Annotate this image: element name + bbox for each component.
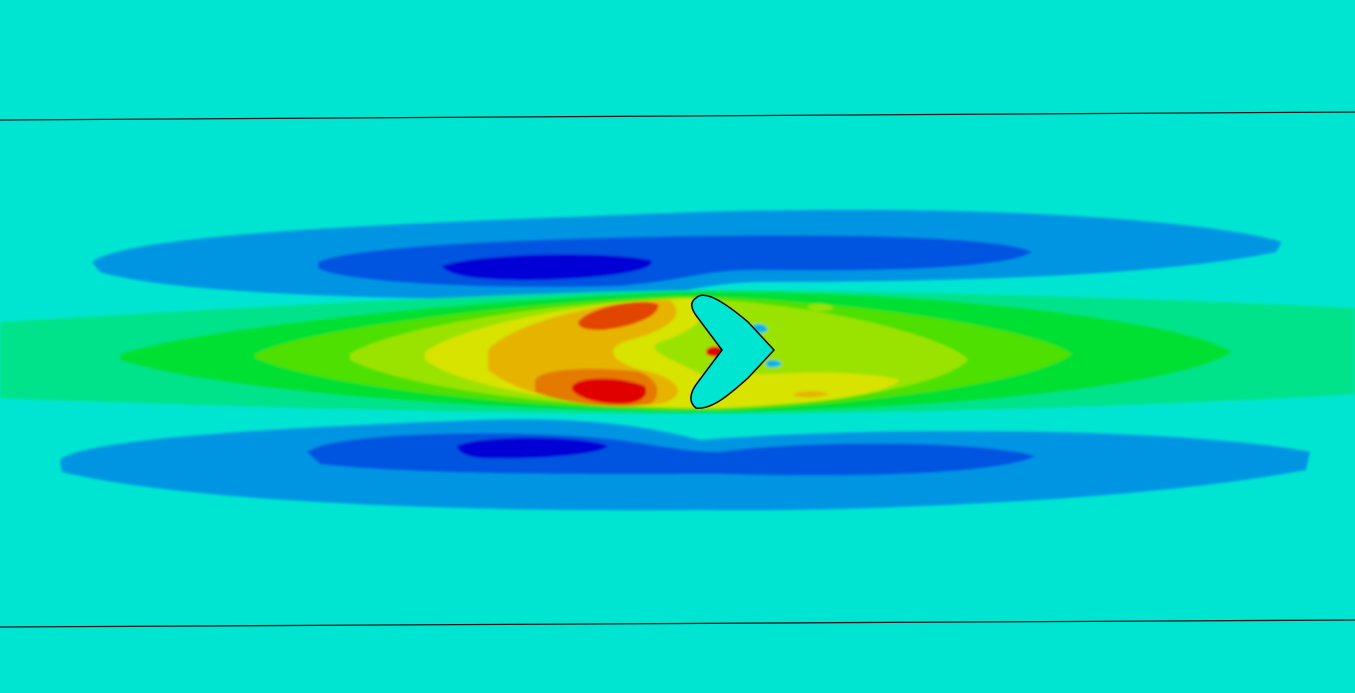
wake-streak-green — [668, 345, 712, 358]
plume-hot-lower-core — [572, 378, 647, 404]
upper-low-region-core — [442, 254, 652, 281]
plume-hot-upper — [578, 302, 659, 330]
wake-trailing-spot — [794, 391, 828, 398]
wake-faint-spot — [808, 303, 834, 311]
wake-trailing-yellow — [759, 372, 896, 395]
top-boundary-line — [0, 111, 1355, 121]
wake-cyan-lower — [766, 359, 782, 368]
chevron-body-icon — [690, 294, 776, 409]
lower-low-region-core — [457, 437, 608, 459]
bottom-boundary-line — [0, 619, 1355, 628]
